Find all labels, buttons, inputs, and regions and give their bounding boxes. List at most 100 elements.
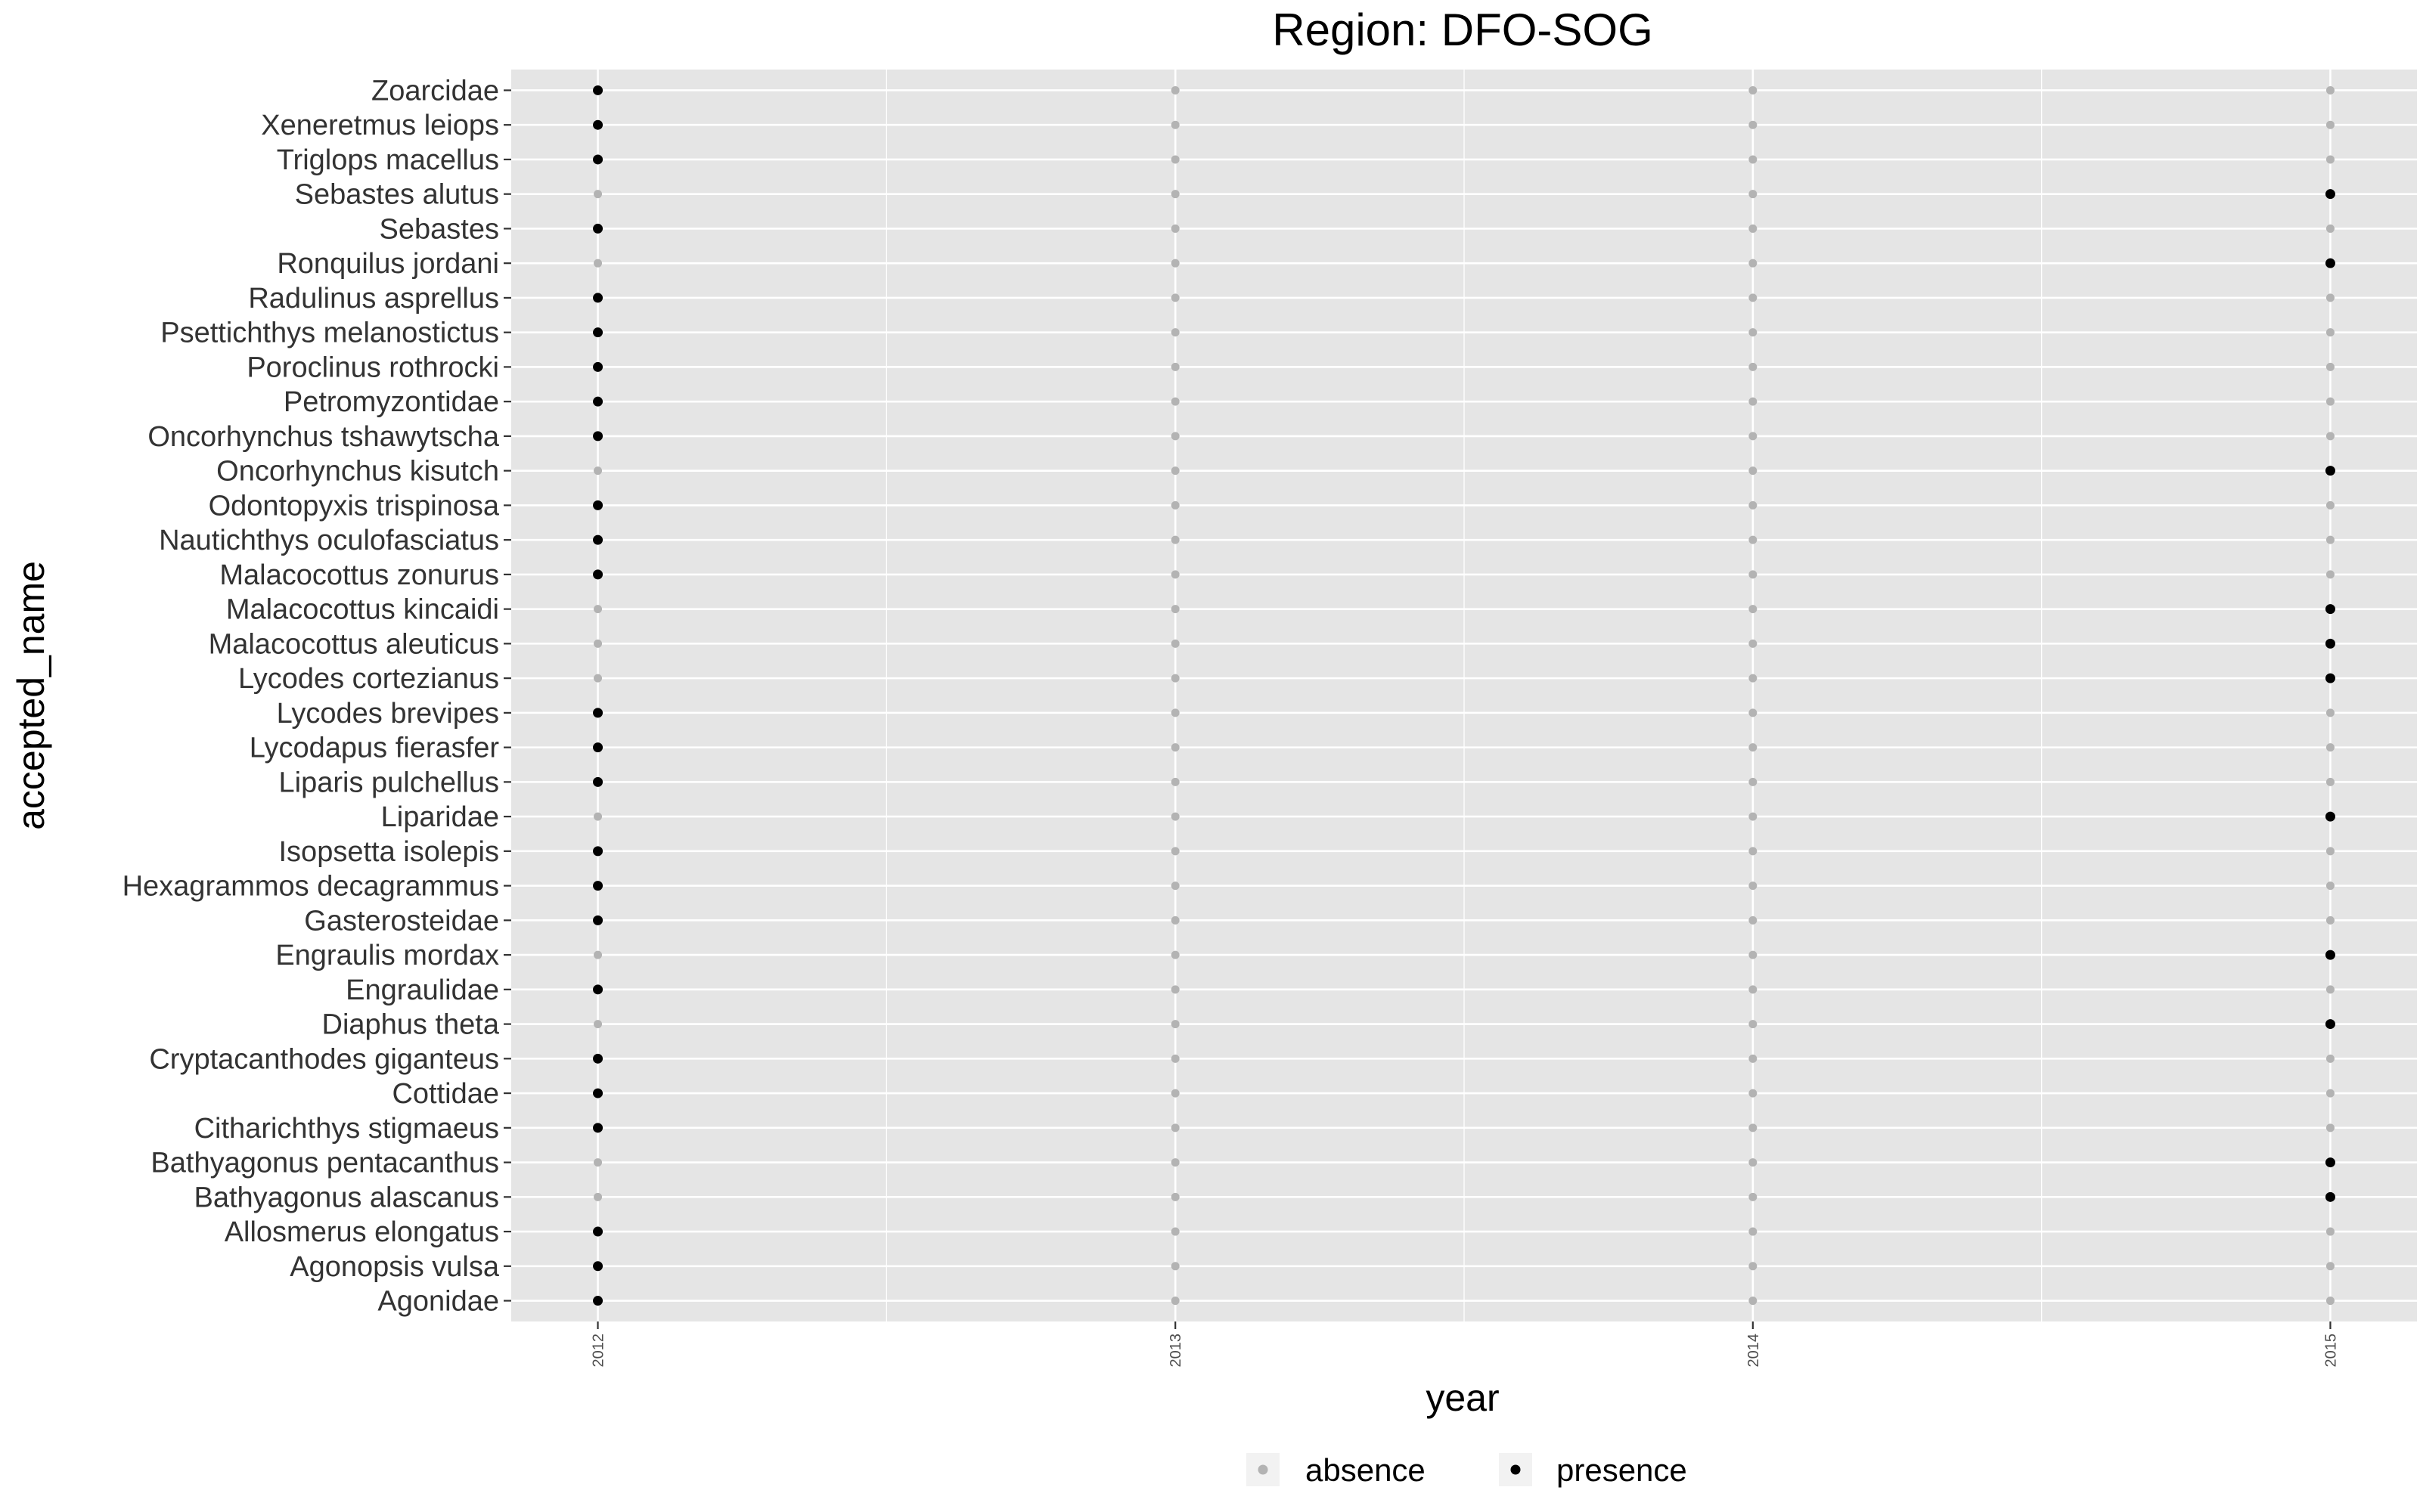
y-tick-label: Oncorhynchus kisutch (216, 456, 499, 488)
absence-point (2325, 1123, 2335, 1132)
absence-point (1171, 397, 1180, 406)
absence-point (1748, 777, 1758, 786)
absence-point (1748, 916, 1758, 925)
absence-point (1748, 708, 1758, 717)
absence-point (1171, 120, 1180, 129)
absence-point (1748, 362, 1758, 371)
y-tick-label: Engraulis mordax (275, 940, 499, 971)
absence-point (1171, 1158, 1180, 1167)
presence-point (593, 881, 603, 891)
absence-point (594, 190, 603, 199)
absence-point (1748, 1158, 1758, 1167)
absence-point (1171, 605, 1180, 614)
presence-point (593, 915, 603, 925)
absence-point (2325, 224, 2335, 233)
presence-point (2325, 189, 2335, 200)
absence-point (1171, 1227, 1180, 1236)
absence-point (1748, 224, 1758, 233)
y-tick-label: Ronquilus jordani (277, 248, 499, 280)
y-tick-label: Malacocottus zonurus (219, 559, 499, 591)
absence-point (1748, 1089, 1758, 1098)
y-tick-label: Sebastes alutus (295, 179, 499, 211)
absence-point (1171, 847, 1180, 856)
absence-point (1748, 1020, 1758, 1029)
absence-point (2325, 85, 2335, 94)
absence-point (1748, 605, 1758, 614)
absence-point (1748, 743, 1758, 752)
absence-point (1748, 985, 1758, 994)
absence-point (2325, 985, 2335, 994)
absence-point (2325, 535, 2335, 544)
absence-point (1748, 259, 1758, 268)
absence-point (1171, 432, 1180, 441)
presence-point (593, 85, 603, 95)
y-axis-title: accepted_name (10, 561, 52, 830)
presence-point (593, 361, 603, 372)
presence-point (593, 776, 603, 787)
y-tick-label: Isopsetta isolepis (279, 836, 500, 868)
y-tick-label: Citharichthys stigmaeus (194, 1113, 499, 1145)
absence-point (1171, 293, 1180, 302)
presence-point (593, 1261, 603, 1272)
absence-point (1748, 397, 1758, 406)
y-tick-label: Agonopsis vulsa (290, 1251, 500, 1283)
presence-point (2325, 1157, 2335, 1168)
y-tick-label: Radulinus asprellus (248, 283, 499, 314)
absence-point (1171, 916, 1180, 925)
absence-point (2325, 1089, 2335, 1098)
y-tick-label: Gasterosteidae (304, 905, 499, 937)
y-tick-label: Bathyagonus alascanus (194, 1182, 499, 1213)
absence-point (1171, 743, 1180, 752)
presence-point (593, 396, 603, 407)
y-tick-label: Cryptacanthodes giganteus (149, 1043, 499, 1075)
absence-point (2325, 881, 2335, 891)
absence-point (1748, 432, 1758, 441)
absence-point (2325, 777, 2335, 786)
absence-point (2325, 1227, 2335, 1236)
absence-point (594, 950, 603, 959)
absence-point (1748, 120, 1758, 129)
absence-point (1171, 950, 1180, 959)
presence-point (593, 846, 603, 857)
absence-point (1748, 1192, 1758, 1201)
absence-point (1171, 466, 1180, 476)
x-tick-labels: 2012 2013 2014 2015 (591, 1321, 2339, 1368)
y-tick-label: Malacocottus aleuticus (209, 628, 499, 660)
presence-point (2325, 638, 2335, 649)
presence-point (593, 431, 603, 442)
legend-point-absence (1258, 1464, 1268, 1475)
absence-point (1171, 1020, 1180, 1029)
presence-point (2325, 466, 2335, 476)
presence-point (2325, 673, 2335, 683)
absence-point (2325, 916, 2335, 925)
y-tick-label: Oncorhynchus tshawytscha (147, 421, 500, 453)
presence-point (593, 1123, 603, 1133)
absence-point (1748, 1123, 1758, 1132)
legend-label-presence: presence (1556, 1452, 1687, 1488)
absence-point (1748, 950, 1758, 959)
absence-point (1748, 674, 1758, 683)
absence-point (1748, 881, 1758, 891)
absence-point (2325, 120, 2335, 129)
absence-point (594, 1158, 603, 1167)
absence-point (2325, 1054, 2335, 1063)
absence-point (594, 1020, 603, 1029)
absence-point (1171, 362, 1180, 371)
presence-point (593, 742, 603, 753)
presence-point (2325, 258, 2335, 268)
absence-point (1171, 881, 1180, 891)
absence-point (1748, 293, 1758, 302)
absence-point (1171, 639, 1180, 648)
absence-point (1748, 535, 1758, 544)
absence-point (1171, 1123, 1180, 1132)
absence-point (594, 466, 603, 476)
x-tick-label: 2014 (1745, 1334, 1762, 1368)
absence-point (1748, 1227, 1758, 1236)
absence-point (1748, 466, 1758, 476)
absence-point (1171, 224, 1180, 233)
absence-point (2325, 708, 2335, 717)
y-tick-label: Agonidae (377, 1286, 499, 1318)
absence-point (1748, 812, 1758, 821)
absence-point (1171, 570, 1180, 579)
